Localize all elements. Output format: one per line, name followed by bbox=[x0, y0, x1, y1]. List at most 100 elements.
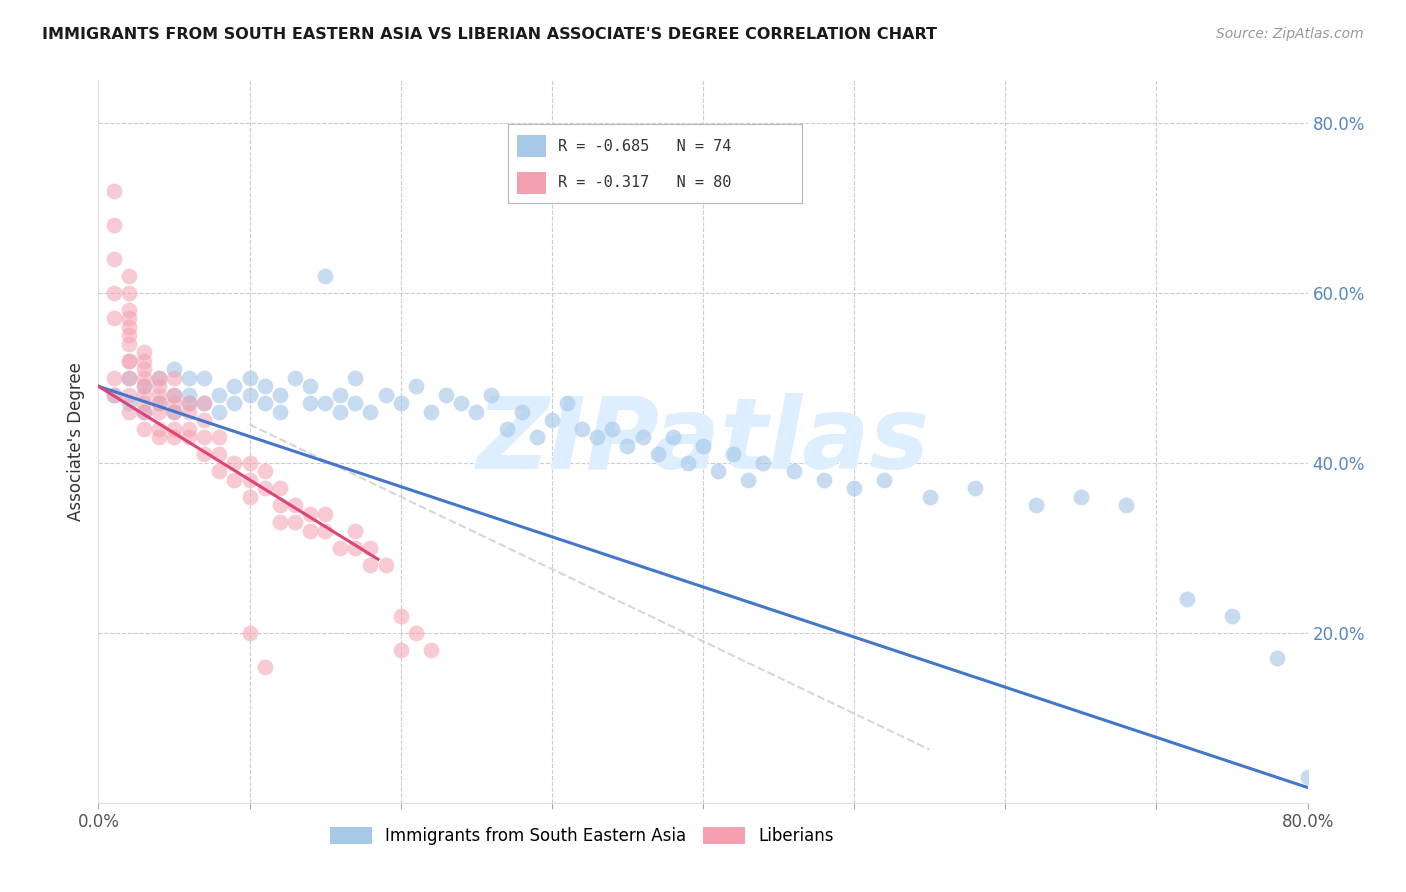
Point bbox=[314, 396, 336, 410]
Point bbox=[314, 524, 336, 538]
Point bbox=[284, 498, 307, 512]
Point bbox=[179, 396, 201, 410]
Point bbox=[239, 371, 262, 385]
Point bbox=[723, 447, 745, 461]
Text: R = -0.317   N = 80: R = -0.317 N = 80 bbox=[558, 175, 731, 190]
Point bbox=[752, 456, 775, 470]
Point bbox=[344, 371, 367, 385]
Point bbox=[965, 481, 987, 495]
Point bbox=[299, 379, 322, 393]
Point bbox=[647, 447, 669, 461]
Point bbox=[118, 268, 141, 283]
Point bbox=[148, 371, 170, 385]
Point bbox=[132, 405, 155, 419]
Point bbox=[495, 422, 517, 436]
Point bbox=[193, 413, 215, 427]
Point bbox=[344, 524, 367, 538]
Point bbox=[269, 481, 291, 495]
Point bbox=[510, 405, 533, 419]
Point bbox=[1070, 490, 1092, 504]
Point bbox=[405, 379, 427, 393]
Point bbox=[208, 464, 231, 478]
Point bbox=[329, 388, 352, 402]
Point bbox=[193, 447, 215, 461]
Point bbox=[707, 464, 730, 478]
Point bbox=[299, 396, 322, 410]
Point bbox=[132, 396, 155, 410]
Text: R = -0.685   N = 74: R = -0.685 N = 74 bbox=[558, 139, 731, 153]
Point bbox=[163, 422, 186, 436]
Point bbox=[253, 464, 276, 478]
Point bbox=[239, 388, 262, 402]
Point bbox=[314, 507, 336, 521]
Point bbox=[163, 362, 186, 376]
Point bbox=[481, 388, 503, 402]
Point bbox=[132, 379, 155, 393]
Point bbox=[1115, 498, 1137, 512]
Point bbox=[103, 311, 125, 326]
Point bbox=[299, 524, 322, 538]
Point bbox=[148, 430, 170, 444]
Point bbox=[813, 473, 835, 487]
Text: ZIPatlas: ZIPatlas bbox=[477, 393, 929, 490]
Point bbox=[163, 405, 186, 419]
Point bbox=[148, 388, 170, 402]
Point bbox=[118, 371, 141, 385]
Point bbox=[208, 447, 231, 461]
Point bbox=[118, 388, 141, 402]
Point bbox=[631, 430, 654, 444]
Point bbox=[586, 430, 609, 444]
Point bbox=[844, 481, 866, 495]
Point bbox=[239, 490, 262, 504]
Point bbox=[118, 396, 141, 410]
Point bbox=[193, 371, 215, 385]
Point bbox=[526, 430, 548, 444]
Point bbox=[344, 396, 367, 410]
Point bbox=[284, 516, 307, 530]
Point bbox=[103, 184, 125, 198]
Point bbox=[132, 405, 155, 419]
Point bbox=[148, 396, 170, 410]
Point bbox=[1296, 770, 1319, 784]
Point bbox=[269, 405, 291, 419]
Text: IMMIGRANTS FROM SOUTH EASTERN ASIA VS LIBERIAN ASSOCIATE'S DEGREE CORRELATION CH: IMMIGRANTS FROM SOUTH EASTERN ASIA VS LI… bbox=[42, 27, 938, 42]
Point bbox=[103, 388, 125, 402]
Point bbox=[239, 473, 262, 487]
Point bbox=[193, 396, 215, 410]
Point bbox=[1024, 498, 1046, 512]
Point bbox=[179, 388, 201, 402]
Point bbox=[450, 396, 472, 410]
Point bbox=[148, 371, 170, 385]
Point bbox=[118, 371, 141, 385]
Point bbox=[1267, 651, 1289, 665]
Point bbox=[344, 541, 367, 555]
Point bbox=[103, 285, 125, 300]
Point bbox=[329, 405, 352, 419]
Point bbox=[555, 396, 578, 410]
Point bbox=[179, 422, 201, 436]
Point bbox=[132, 362, 155, 376]
Point bbox=[132, 379, 155, 393]
Point bbox=[103, 371, 125, 385]
Point bbox=[179, 371, 201, 385]
Point bbox=[314, 268, 336, 283]
Point bbox=[389, 608, 412, 623]
Point bbox=[783, 464, 806, 478]
Point bbox=[465, 405, 488, 419]
Point bbox=[148, 396, 170, 410]
Point bbox=[224, 473, 246, 487]
Point bbox=[118, 311, 141, 326]
Point bbox=[163, 388, 186, 402]
Point bbox=[118, 302, 141, 317]
Point bbox=[434, 388, 457, 402]
Bar bbox=[517, 136, 547, 157]
Point bbox=[163, 405, 186, 419]
Point bbox=[118, 353, 141, 368]
Point bbox=[118, 285, 141, 300]
Point bbox=[661, 430, 683, 444]
Point bbox=[269, 498, 291, 512]
Point bbox=[118, 405, 141, 419]
Text: Source: ZipAtlas.com: Source: ZipAtlas.com bbox=[1216, 27, 1364, 41]
Point bbox=[284, 371, 307, 385]
Point bbox=[269, 388, 291, 402]
